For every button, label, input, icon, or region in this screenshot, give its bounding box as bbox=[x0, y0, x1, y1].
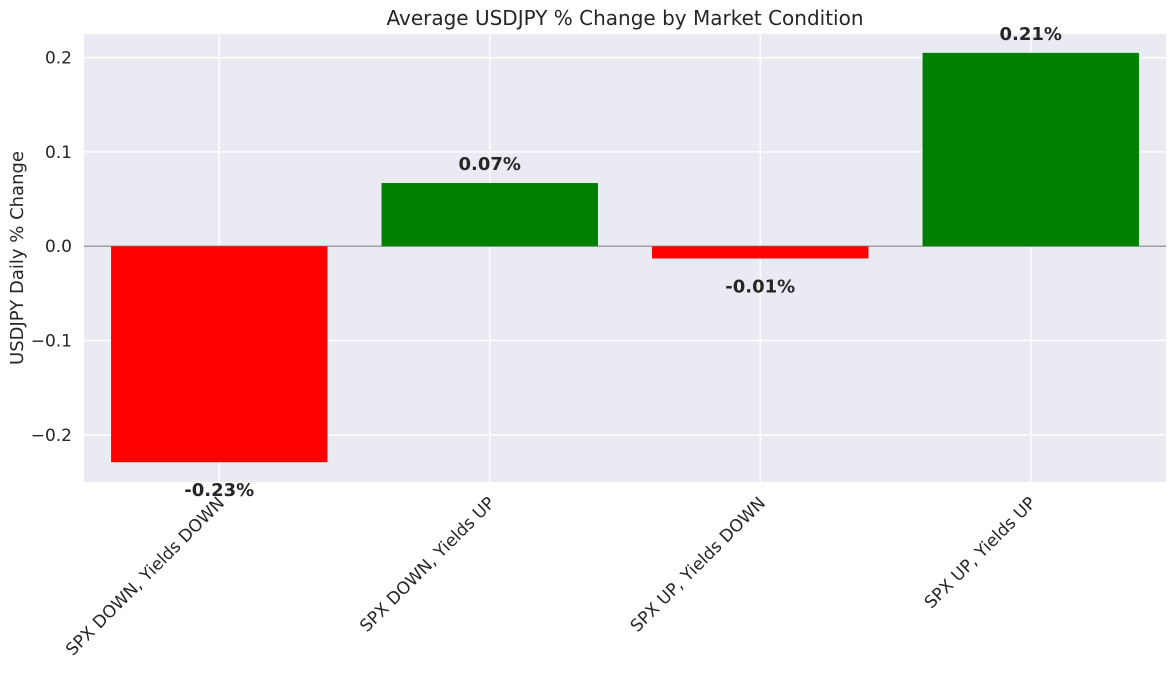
bar bbox=[381, 183, 598, 247]
bars bbox=[111, 52, 1139, 463]
chart-title: Average USDJPY % Change by Market Condit… bbox=[386, 6, 863, 30]
y-tick-labels: −0.2 −0.1 0.0 0.1 0.2 bbox=[31, 49, 72, 446]
x-tick-label: SPX DOWN, Yields UP bbox=[356, 493, 499, 636]
x-tick-label: SPX DOWN, Yields DOWN bbox=[62, 493, 229, 660]
y-tick-label: −0.1 bbox=[31, 332, 72, 352]
x-tick-label: SPX UP, Yields DOWN bbox=[627, 493, 770, 636]
x-tick-labels: SPX DOWN, Yields DOWN SPX DOWN, Yields UP… bbox=[62, 493, 1040, 660]
value-label: -0.01% bbox=[725, 276, 795, 297]
y-tick-label: 0.1 bbox=[45, 143, 72, 163]
value-label: 0.21% bbox=[1000, 24, 1062, 45]
y-tick-label: 0.2 bbox=[45, 49, 72, 69]
y-tick-label: 0.0 bbox=[45, 237, 72, 257]
bar bbox=[111, 246, 328, 463]
y-axis-title: USDJPY Daily % Change bbox=[7, 151, 28, 365]
bar bbox=[922, 52, 1139, 247]
value-label: -0.23% bbox=[184, 480, 254, 501]
value-labels: -0.23% 0.07% -0.01% 0.21% bbox=[184, 24, 1062, 501]
bar bbox=[652, 246, 869, 259]
x-tick-label: SPX UP, Yields UP bbox=[921, 493, 1041, 613]
value-label: 0.07% bbox=[459, 154, 521, 175]
y-tick-label: −0.2 bbox=[31, 426, 72, 446]
